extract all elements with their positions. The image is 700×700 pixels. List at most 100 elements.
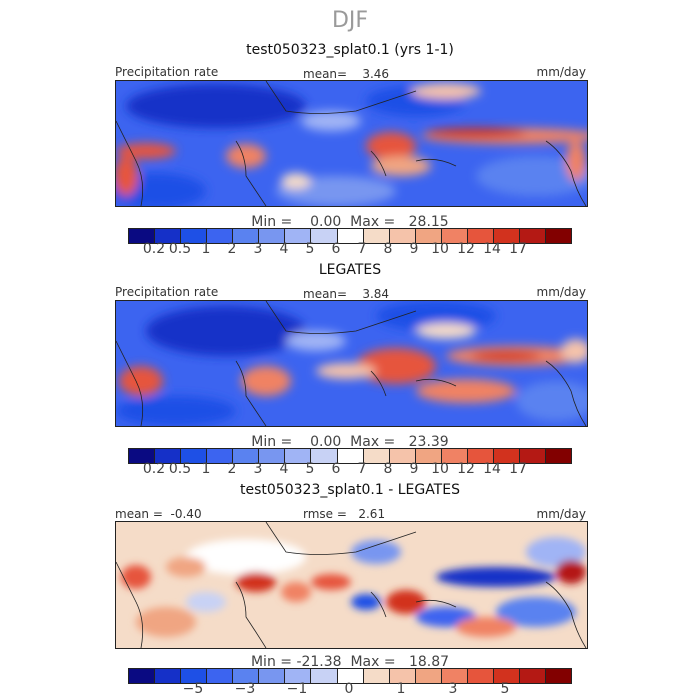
colorbar-segment	[337, 669, 364, 683]
colorbar-tick-label: 10	[431, 241, 449, 257]
colorbar-tick-label: 0.5	[168, 241, 192, 257]
panel-2-title: LEGATES	[318, 262, 382, 278]
colorbar-segment	[207, 669, 234, 683]
panel-1-colorbar-ticks: 0.2 0.5 1 2 3 4 5 6 7 8 9 10 12 14 17	[128, 241, 570, 259]
panel-3-colorbar	[128, 668, 572, 684]
panel-3-minmax: Min = -21.38 Max = 18.87	[250, 654, 450, 670]
panel-1-title: test050323_splat0.1 (yrs 1-1)	[246, 42, 454, 58]
panel-1-precip-map	[115, 80, 588, 207]
colorbar-segment	[285, 229, 312, 243]
season-title: DJF	[331, 8, 369, 33]
panel-2-mean-label: mean= 3.84	[303, 287, 390, 301]
colorbar-tick-label: 0.2	[142, 241, 166, 257]
colorbar-segment	[546, 669, 572, 683]
colorbar-segment	[155, 229, 182, 243]
colorbar-segment	[415, 669, 442, 683]
colorbar-segment	[311, 669, 338, 683]
panel-1-mean-label: mean= 3.46	[303, 67, 390, 81]
colorbar-segment	[259, 449, 286, 463]
colorbar-tick-label: −1	[286, 681, 308, 697]
colorbar-segment	[546, 229, 572, 243]
colorbar-tick-label: 0.5	[168, 461, 192, 477]
colorbar-segment	[207, 229, 234, 243]
colorbar-segment	[467, 229, 494, 243]
colorbar-segment	[415, 449, 442, 463]
panel-2-colorbar	[128, 448, 572, 464]
colorbar-segment	[233, 669, 260, 683]
colorbar-segment	[311, 229, 338, 243]
colorbar-tick-label: 7	[357, 241, 367, 257]
colorbar-segment	[389, 449, 416, 463]
colorbar-segment	[285, 449, 312, 463]
colorbar-segment	[546, 449, 572, 463]
panel-3-rmse-label: rmse = 2.61	[303, 507, 386, 521]
colorbar-tick-label: 5	[305, 241, 315, 257]
colorbar-tick-label: 1	[201, 461, 211, 477]
colorbar-segment	[337, 449, 364, 463]
colorbar-tick-label: 5	[500, 681, 510, 697]
colorbar-segment	[467, 449, 494, 463]
colorbar-segment	[233, 229, 260, 243]
colorbar-segment	[363, 449, 390, 463]
colorbar-tick-label: 6	[331, 461, 341, 477]
colorbar-segment	[259, 229, 286, 243]
panel-1-colorbar	[128, 228, 572, 244]
colorbar-tick-label: 4	[279, 461, 289, 477]
panel-2-colorbar-ticks: 0.2 0.5 1 2 3 4 5 6 7 8 9 10 12 14 17	[128, 461, 570, 479]
colorbar-tick-label: 10	[431, 461, 449, 477]
panel-3-colorbar-ticks: −5 −3 −1 0 1 3 5	[128, 681, 570, 699]
colorbar-segment	[181, 449, 208, 463]
panel-3-mean-label: mean = -0.40	[115, 507, 202, 521]
colorbar-segment	[389, 669, 416, 683]
panel-3-difference-map	[115, 521, 588, 649]
panel-2-precip-map	[115, 300, 588, 427]
colorbar-tick-label: 3	[253, 461, 263, 477]
colorbar-tick-label: 2	[227, 461, 237, 477]
colorbar-segment	[129, 229, 156, 243]
panel-2-field-label: Precipitation rate	[115, 285, 219, 299]
colorbar-segment	[519, 669, 546, 683]
colorbar-segment	[441, 449, 468, 463]
colorbar-tick-label: 8	[383, 241, 393, 257]
colorbar-segment	[519, 449, 546, 463]
colorbar-segment	[311, 449, 338, 463]
colorbar-tick-label: 17	[509, 241, 527, 257]
colorbar-segment	[285, 669, 312, 683]
colorbar-tick-label: 12	[457, 461, 475, 477]
colorbar-segment	[415, 229, 442, 243]
colorbar-tick-label: 0.2	[142, 461, 166, 477]
colorbar-segment	[441, 229, 468, 243]
colorbar-tick-label: −3	[234, 681, 256, 697]
colorbar-segment	[467, 669, 494, 683]
colorbar-segment	[155, 669, 182, 683]
panel-2-minmax: Min = 0.00 Max = 23.39	[251, 434, 449, 450]
colorbar-segment	[181, 669, 208, 683]
colorbar-segment	[363, 669, 390, 683]
colorbar-segment	[155, 449, 182, 463]
colorbar-tick-label: 4	[279, 241, 289, 257]
colorbar-segment	[441, 669, 468, 683]
colorbar-tick-label: 2	[227, 241, 237, 257]
panel-3-title: test050323_splat0.1 - LEGATES	[240, 482, 460, 498]
panel-1-units-label: mm/day	[536, 65, 587, 79]
colorbar-tick-label: 7	[357, 461, 367, 477]
colorbar-tick-label: 8	[383, 461, 393, 477]
panel-1-minmax: Min = 0.00 Max = 28.15	[251, 214, 449, 230]
colorbar-segment	[233, 449, 260, 463]
colorbar-tick-label: 1	[201, 241, 211, 257]
colorbar-tick-label: 3	[448, 681, 458, 697]
colorbar-tick-label: 17	[509, 461, 527, 477]
colorbar-tick-label: 9	[409, 241, 419, 257]
panel-1-field-label: Precipitation rate	[115, 65, 219, 79]
colorbar-segment	[259, 669, 286, 683]
colorbar-segment	[493, 229, 520, 243]
panel-2-units-label: mm/day	[536, 285, 587, 299]
colorbar-tick-label: 14	[483, 241, 501, 257]
colorbar-tick-label: 3	[253, 241, 263, 257]
colorbar-segment	[363, 229, 390, 243]
colorbar-tick-label: 9	[409, 461, 419, 477]
colorbar-tick-label: 0	[344, 681, 354, 697]
colorbar-segment	[337, 229, 364, 243]
colorbar-tick-label: 5	[305, 461, 315, 477]
colorbar-segment	[129, 669, 156, 683]
